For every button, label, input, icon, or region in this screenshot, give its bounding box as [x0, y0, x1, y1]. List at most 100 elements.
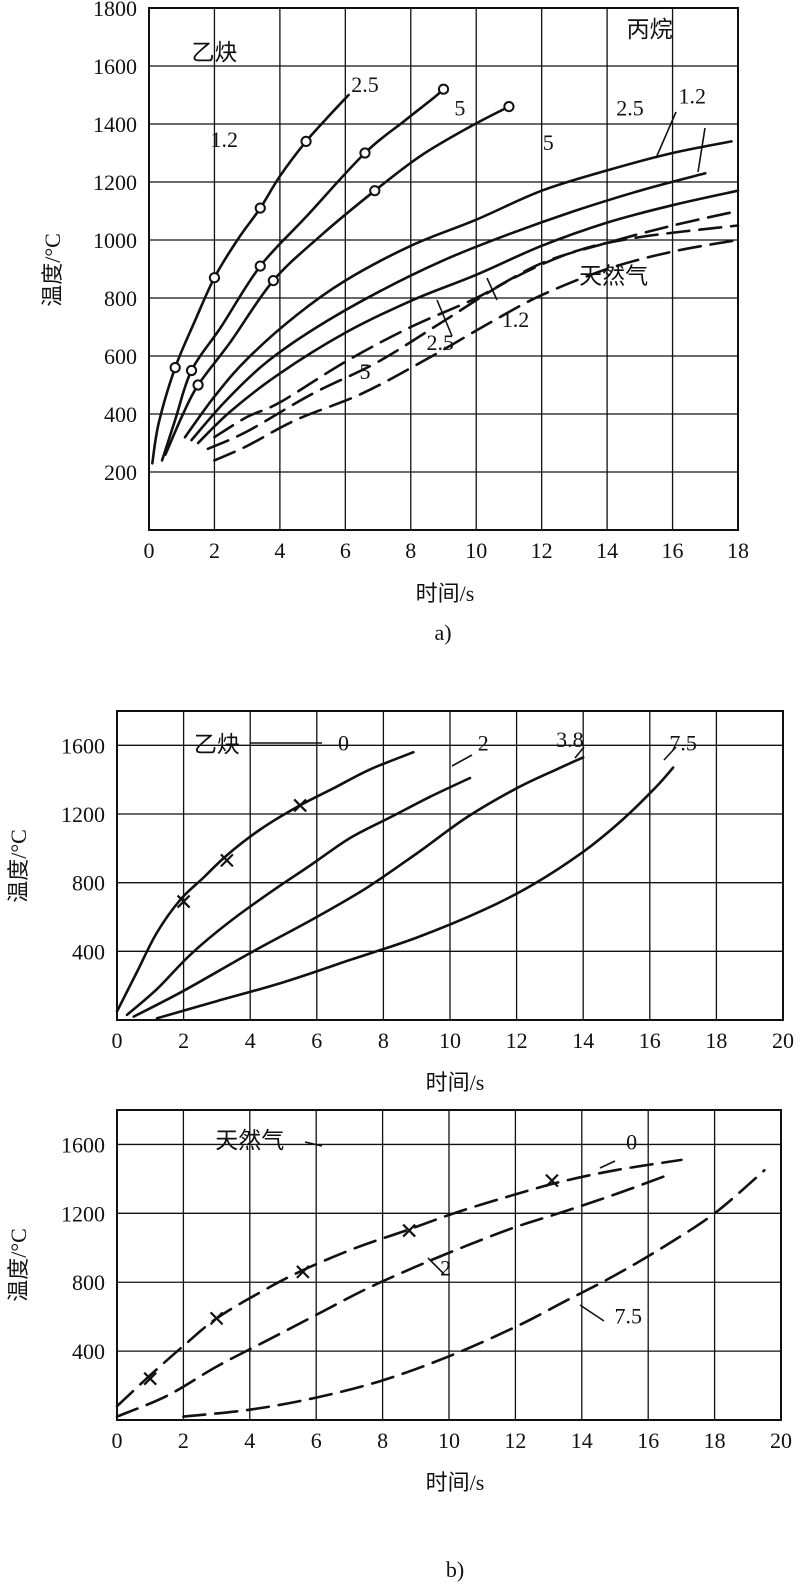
label-leader-line — [574, 746, 585, 759]
data-point-marker — [169, 362, 181, 374]
chart-b-caption: b) — [446, 1557, 464, 1582]
chart-a-caption: a) — [434, 620, 451, 645]
x-tick-label: 4 — [245, 1028, 256, 1053]
x-tick-label: 6 — [340, 538, 351, 563]
x-tick-label: 18 — [705, 1028, 727, 1053]
gas-group-label: 乙炔 — [194, 732, 240, 757]
data-point-marker — [209, 1311, 224, 1326]
x-tick-label: 6 — [311, 1028, 322, 1053]
label-leader-line — [579, 1304, 605, 1322]
curve-label: 5 — [359, 359, 370, 384]
curve-label: 2.5 — [351, 72, 379, 97]
y-tick-label: 400 — [72, 1339, 105, 1364]
chart-b1-x-ticks: 0 2 4 6 8 10 12 14 16 18 20 — [112, 1028, 795, 1053]
label-leader-line — [427, 1257, 445, 1275]
data-point-marker — [359, 147, 371, 159]
curve-label: 2 — [478, 730, 489, 755]
x-tick-label: 0 — [112, 1428, 123, 1453]
chart-b2-labels: 天然气 0 2 7.5 — [215, 1128, 642, 1329]
data-point-marker — [220, 853, 234, 868]
x-tick-label: 16 — [662, 538, 684, 563]
x-tick-label: 10 — [465, 538, 487, 563]
y-tick-label: 1600 — [61, 733, 105, 758]
curve-label: 1.2 — [211, 127, 239, 152]
chart-a-y-ticks: 200 400 600 800 1000 1200 1400 1600 1800 — [93, 0, 137, 485]
label-leader-line — [304, 1141, 323, 1147]
chart-b1-y-ticks: 400 800 1200 1600 — [61, 733, 105, 964]
data-point-marker — [254, 260, 266, 272]
gas-group-label: 天然气 — [215, 1128, 284, 1153]
chart-b2-x-axis-title: 时间/s — [426, 1470, 485, 1495]
x-tick-label: 16 — [639, 1028, 661, 1053]
curve-label: 5 — [454, 95, 465, 120]
x-tick-label: 2 — [178, 1028, 189, 1053]
series-line-0 — [115, 750, 415, 1013]
chart-a-y-axis-title: 温度/°C — [40, 233, 65, 307]
x-tick-label: 2 — [178, 1428, 189, 1453]
data-point-marker — [402, 1223, 416, 1238]
y-tick-label: 600 — [104, 344, 137, 369]
curve-label: 2.5 — [616, 95, 644, 120]
series-line-乙炔-2.5 — [151, 93, 350, 465]
y-tick-label: 1200 — [93, 170, 137, 195]
series-line-0 — [115, 1158, 683, 1408]
x-tick-label: 4 — [274, 538, 285, 563]
curve-label: 2 — [440, 1255, 451, 1280]
series-line-7.5 — [155, 766, 675, 1020]
y-tick-label: 1000 — [93, 228, 137, 253]
x-tick-label: 16 — [637, 1428, 659, 1453]
series-line-天然气-1.2 — [206, 224, 740, 451]
series-line-乙炔-5 — [164, 105, 511, 456]
chart-b1-labels: 乙炔 0 2 3.8 7.5 — [194, 727, 697, 767]
curve-label: 2.5 — [426, 330, 454, 355]
chart-b2-x-ticks: 0 2 4 6 8 10 12 14 16 18 20 — [112, 1428, 793, 1453]
gas-group-label: 乙炔 — [191, 40, 237, 65]
y-tick-label: 1200 — [61, 802, 105, 827]
curve-label: 7.5 — [615, 1304, 643, 1329]
data-point-marker — [254, 202, 266, 214]
chart-b1-y-axis-title: 温度/°C — [6, 829, 31, 903]
curve-label: 0 — [338, 730, 349, 755]
x-tick-label: 8 — [378, 1028, 389, 1053]
data-point-marker — [437, 83, 450, 95]
x-tick-label: 6 — [311, 1428, 322, 1453]
chart-a-frame — [148, 7, 739, 531]
label-leader-line — [655, 111, 677, 159]
data-point-marker — [185, 364, 198, 377]
y-tick-label: 400 — [72, 939, 105, 964]
curve-label: 1.2 — [502, 307, 530, 332]
x-tick-label: 20 — [770, 1428, 792, 1453]
data-point-marker — [369, 185, 381, 197]
x-tick-label: 4 — [244, 1428, 255, 1453]
label-leader-line — [697, 127, 706, 173]
y-tick-label: 1200 — [61, 1201, 105, 1226]
data-point-marker — [208, 272, 221, 284]
curve-label: 3.8 — [556, 727, 584, 752]
y-tick-label: 1600 — [93, 54, 137, 79]
x-tick-label: 2 — [209, 538, 220, 563]
data-point-marker — [293, 798, 307, 813]
y-tick-label: 200 — [104, 460, 137, 485]
data-point-marker — [176, 894, 191, 909]
series-line-2 — [115, 1172, 673, 1418]
series-line-丙烷-5 — [196, 189, 740, 445]
chart-b2-grid — [117, 1110, 781, 1420]
y-tick-label: 400 — [104, 402, 137, 427]
chart-b2-series — [115, 1158, 766, 1418]
chart-b1-frame — [116, 710, 784, 1021]
chart-b-natural-gas: 400 800 1200 1600 0 2 4 6 8 10 12 14 16 18 20 天然气 0 2 7.… — [6, 1109, 793, 1582]
series-line-丙烷-1.2 — [190, 172, 707, 442]
chart-b2-y-axis-title: 温度/°C — [6, 1228, 31, 1302]
chart-a-series — [151, 83, 740, 465]
curve-label: 7.5 — [669, 730, 697, 755]
x-tick-label: 8 — [405, 538, 416, 563]
chart-a-x-axis-title: 时间/s — [416, 581, 475, 606]
curve-label: 5 — [543, 130, 554, 155]
x-tick-label: 18 — [727, 538, 749, 563]
data-point-marker — [267, 275, 279, 287]
y-tick-label: 1600 — [61, 1132, 105, 1157]
data-point-marker — [545, 1173, 559, 1188]
chart-b1-series — [115, 750, 675, 1020]
chart-b1-grid — [117, 711, 783, 1020]
